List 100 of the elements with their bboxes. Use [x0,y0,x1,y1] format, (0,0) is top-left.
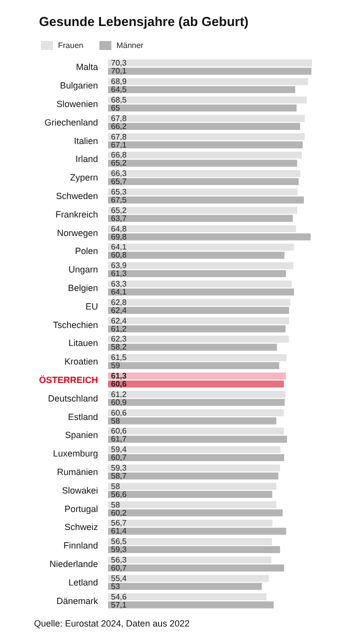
bar [108,574,269,582]
bar [108,564,284,572]
y-tick-label: Norwegen [56,228,98,238]
bar [108,288,294,296]
data-label: 57,1 [111,600,128,610]
bar [108,409,284,416]
data-label: 61,3 [111,371,128,380]
data-label: 61,7 [111,434,128,444]
data-label: 58,2 [111,342,128,352]
y-tick-label: Dänemark [56,596,98,606]
y-tick-label: ÖSTERREICH [38,375,98,385]
bar [108,225,296,232]
y-tick-label: Slowenien [56,99,98,109]
bar [108,336,289,343]
y-tick-label: Schweden [56,191,98,201]
bar [108,582,262,590]
y-tick-label: Belgien [68,283,98,293]
bar [108,593,266,600]
bar [108,68,312,75]
y-tick-label: Niederlande [49,559,98,569]
bar [108,528,286,535]
y-tick-label: Ungarn [68,264,98,275]
bar [108,398,285,406]
data-label: 59 [111,361,120,370]
bar [108,306,290,314]
data-label: 70,1 [111,66,128,76]
y-tick-label: Deutschland [48,393,98,404]
y-tick-label: Italien [74,136,98,146]
data-label: 68,5 [111,95,128,104]
legend-label: Männer [116,41,144,50]
data-label: 63,9 [111,261,128,270]
y-tick-label: Tschechien [52,320,98,330]
data-label: 63,3 [111,279,128,288]
y-tick-label: Litauen [68,338,98,348]
bar [108,325,286,332]
bar [108,362,280,370]
data-label: 67,8 [111,114,128,123]
data-label: 56,6 [111,490,128,499]
bar [108,372,286,380]
data-label: 60,7 [111,453,128,462]
data-label: 59,3 [111,463,128,472]
data-label: 55,4 [111,574,128,583]
bar [108,601,274,608]
data-label: 64,1 [111,242,128,252]
data-label: 61,3 [111,269,128,278]
bar [108,436,288,443]
y-tick-label: Kroatien [64,356,98,367]
data-label: 60,6 [111,408,128,418]
data-label: 62,3 [111,334,128,344]
y-tick-label: Bulgarien [60,80,98,91]
bar [108,428,284,435]
bar [108,252,284,259]
bar [108,96,307,104]
y-tick-label: Rumänien [56,467,98,477]
data-label: 56,3 [111,555,128,564]
data-label: 56,5 [111,537,128,546]
bar [108,122,300,130]
bar [108,298,290,306]
bar [108,244,294,251]
data-label: 69,8 [111,232,128,242]
bar [108,490,272,498]
bar [108,520,273,527]
data-label: 60,6 [111,380,128,389]
bar [108,556,272,564]
bar [108,446,280,454]
bar [108,86,296,94]
bar [108,104,297,112]
data-label: 58 [111,482,120,491]
bar [108,464,280,472]
data-label: 61,5 [111,353,128,362]
y-tick-label: Malta [76,62,98,72]
y-tick-label: EU [85,301,98,312]
data-label: 62,4 [111,306,128,315]
y-tick-label: Finnland [63,540,98,551]
data-label: 68,9 [111,77,128,86]
data-label: 61,2 [111,324,128,334]
bar [108,390,286,398]
data-label: 64,1 [111,288,128,297]
data-label: 61,2 [111,390,128,399]
data-label: 58 [111,500,120,510]
y-tick-label: Zypern [70,172,98,183]
legend-label: Frauen [58,41,84,50]
data-label: 61,4 [111,526,128,536]
data-label: 66,2 [111,122,128,131]
data-label: 66,8 [111,150,128,160]
bar [108,160,298,167]
bar [108,178,299,186]
bar [108,270,286,278]
bar [108,380,284,388]
bar [108,317,290,324]
data-label: 65 [111,104,120,113]
y-tick-label: Luxemburg [52,448,98,459]
bar [108,141,303,148]
data-label: 67,5 [111,196,128,205]
data-label: 64,5 [111,85,128,94]
data-label: 65,7 [111,177,128,186]
data-label: 63,7 [111,214,128,223]
bar [108,546,280,554]
y-tick-label: Slowakei [62,485,98,496]
bar [108,196,304,204]
